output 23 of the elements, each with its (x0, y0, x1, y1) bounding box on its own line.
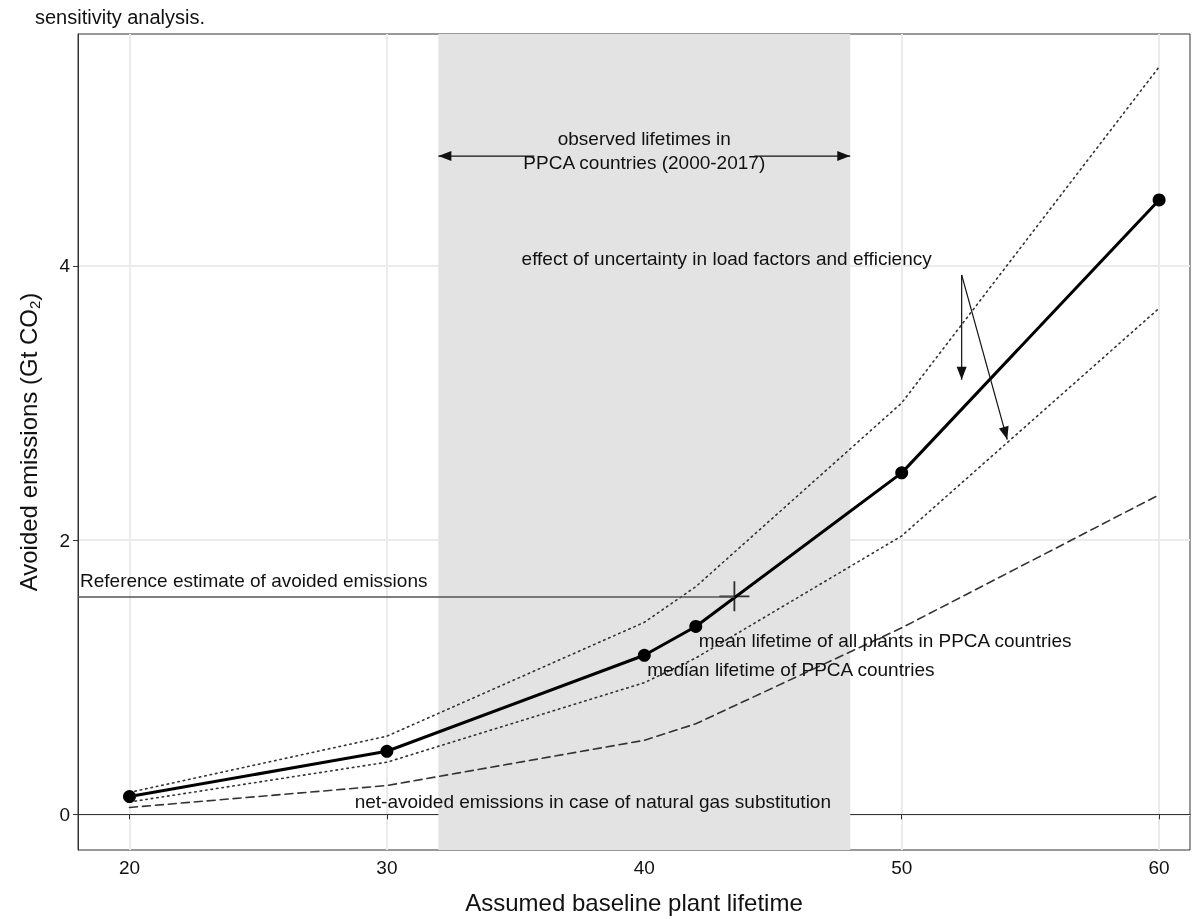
point (637, 648, 651, 662)
x-axis-title: Assumed baseline plant lifetime (465, 888, 803, 916)
point (895, 466, 909, 480)
annotation: median lifetime of PPCA countries (647, 658, 935, 680)
annotation: net-avoided emissions in case of natural gas substitution (354, 791, 831, 813)
point (122, 790, 136, 804)
y-tick-label: 0 (59, 803, 70, 825)
annotation: mean lifetime of all plants in PPCA countries (698, 629, 1072, 651)
x-tick-label: 50 (891, 857, 913, 878)
x-tick-label: 60 (1148, 857, 1170, 878)
x-tick-label: 40 (633, 857, 655, 878)
point (689, 619, 703, 633)
annotation: effect of uncertainty in load factors and efficiency (521, 248, 933, 270)
point (1152, 193, 1166, 207)
band-label: observed lifetimes in PPCA countries (2000-2017) (523, 127, 766, 173)
x-tick-label: 20 (118, 857, 141, 878)
point (380, 744, 394, 758)
y-axis-title: Avoided emissions (Gt CO2) (15, 292, 43, 592)
y-tick-label: 4 (59, 255, 71, 277)
ref-line-label: Reference estimate of avoided emissions (80, 570, 428, 592)
y-tick-label: 2 (59, 529, 70, 551)
x-tick-label: 30 (376, 857, 398, 878)
chart-title: sensitivity analysis. (35, 6, 206, 28)
